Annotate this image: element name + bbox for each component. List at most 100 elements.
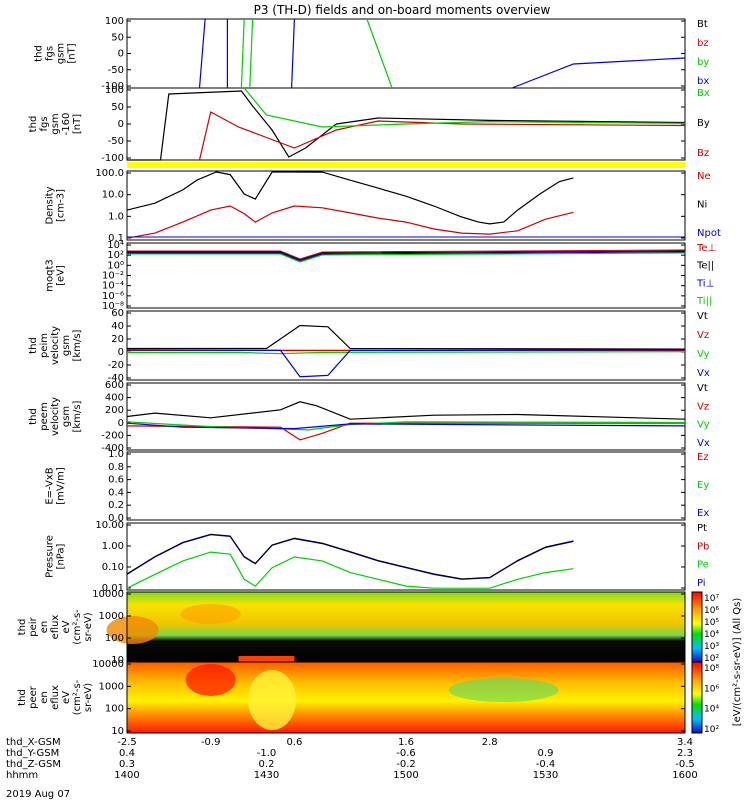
y-tick-label: 10⁻² xyxy=(102,271,124,282)
y-tick-label: 100.0 xyxy=(95,168,124,179)
y-axis-label-line: peem xyxy=(39,402,50,430)
series-density-Ne xyxy=(126,205,574,239)
y-axis-label-line: [km/s] xyxy=(72,400,83,432)
x-row-value: 1.6 xyxy=(398,737,414,748)
peer-blob xyxy=(185,664,236,696)
x-row-value: -0.5 xyxy=(675,759,695,770)
y-tick-label: 100 xyxy=(105,16,124,27)
series-peem-Vx xyxy=(126,422,686,430)
legend-fgs1-Bt: Bt xyxy=(697,19,708,30)
colorbar-tick-label: 10² xyxy=(704,654,719,664)
y-axis-label-line: Density xyxy=(45,186,56,224)
panel-frame-efield xyxy=(126,451,686,521)
y-axis-label-line: sr-eV) xyxy=(83,612,94,641)
panel-frame-pressure xyxy=(126,522,686,591)
x-row-value: 2.3 xyxy=(677,748,693,759)
y-tick-label: 100 xyxy=(105,85,124,96)
y-axis-label-line: thd xyxy=(17,619,28,636)
y-tick-label: 1.0 xyxy=(108,211,124,222)
y-axis-label-line: -160 xyxy=(61,113,72,136)
y-tick-label: 10.00 xyxy=(95,520,124,531)
legend-velocity_peem-Vy: Vy xyxy=(697,420,710,431)
y-axis-label-line: velocity xyxy=(50,397,61,436)
colorbars: 10⁷10⁶10⁵10⁴10³10²10⁸10⁶10⁴10²[eV/(cm²-s… xyxy=(691,591,743,735)
panel-frame-velocity_peim xyxy=(126,310,686,381)
y-axis-label-line: en xyxy=(39,691,50,704)
legend-pressure-Pb: Pb xyxy=(697,541,709,552)
legend-velocity_peim-Vt: Vt xyxy=(697,311,708,322)
legend-density-Npot: Npot xyxy=(697,228,721,239)
colorbar-1 xyxy=(691,661,703,734)
x-row-value: 0.4 xyxy=(119,748,135,759)
y-axis-label-line: eflux xyxy=(50,615,61,640)
legend-pressure-Pe: Pe xyxy=(697,560,709,571)
legend-pressure-Pt: Pt xyxy=(697,523,707,534)
legend-fgs2-Bz: Bz xyxy=(697,148,709,159)
series-density-Ni xyxy=(126,171,574,225)
legend-fgs2-By: By xyxy=(697,118,710,129)
x-row-label: thd_Y-GSM xyxy=(6,748,59,759)
colorbar-tick-label: 10⁶ xyxy=(704,684,719,694)
y-tick-label: 20 xyxy=(111,334,124,345)
peir-band xyxy=(238,656,295,662)
y-axis-label-line: thd xyxy=(28,337,39,354)
series-pressure-Pt xyxy=(126,533,574,580)
y-tick-label: 0.1 xyxy=(108,233,124,244)
series-peem-Vt xyxy=(126,401,686,420)
peer-blob xyxy=(248,670,297,730)
y-axis-label-line: gsm xyxy=(56,43,67,64)
y-axis-label-line: thd xyxy=(34,45,45,62)
y-tick-label: 10⁰ xyxy=(107,260,124,271)
y-tick-label: 10⁻⁶ xyxy=(102,291,124,302)
y-tick-label: -50 xyxy=(108,65,124,76)
y-tick-label: 10.0 xyxy=(102,190,124,201)
colorbar-tick-label: 10⁶ xyxy=(704,606,719,616)
y-axis-label-line: [mV/m] xyxy=(56,467,67,505)
y-tick-label: 10⁴ xyxy=(107,240,124,251)
y-tick-label: 1000 xyxy=(99,681,124,692)
y-tick-label: -400 xyxy=(101,443,124,454)
y-axis-label-line: E=-VxB xyxy=(45,467,56,504)
y-tick-label: 60 xyxy=(111,308,124,319)
y-tick-label: 0.8 xyxy=(108,462,124,473)
y-axis-label-line: (cm²-s- xyxy=(72,609,83,645)
x-row-value: 2.8 xyxy=(482,737,498,748)
date-label: 2019 Aug 07 xyxy=(6,789,70,800)
series-temp-black xyxy=(127,250,686,261)
x-row-value: -0.6 xyxy=(396,748,416,759)
y-axis-label-line: peim xyxy=(39,333,50,358)
x-row-value: 3.4 xyxy=(677,737,693,748)
y-tick-label: -40 xyxy=(108,373,124,384)
panel-frame-fgs1 xyxy=(126,18,686,89)
y-axis-label-line: peir xyxy=(28,616,39,636)
series-fgs1-bx xyxy=(198,18,206,89)
legend-efield-Ey: Ey xyxy=(697,480,709,491)
legend-temp-Te⊥: Te⊥ xyxy=(696,243,716,254)
y-tick-label: 10⁻⁸ xyxy=(102,301,124,312)
y-axis-label-line: gsm xyxy=(61,335,72,356)
panels: 100500-50-100100500-50-100100.010.01.00.… xyxy=(92,16,686,737)
y-tick-label: 400 xyxy=(105,393,124,404)
x-row-value: -1.0 xyxy=(257,748,277,759)
series-temp-green xyxy=(127,252,686,263)
mode-bar xyxy=(127,162,685,168)
x-row-label: thd_Z-GSM xyxy=(6,759,61,770)
y-tick-label: 10 xyxy=(111,655,124,666)
y-tick-label: 0.0 xyxy=(108,513,124,524)
y-axis-label-line: [cm-3] xyxy=(56,189,67,222)
y-axis-label-line: sr-eV) xyxy=(83,683,94,712)
legend-density-Ne: Ne xyxy=(697,171,711,182)
legend-temp-Ti||: Ti|| xyxy=(696,296,712,307)
colorbar-label: [eV/(cm²-s-sr-eV)] (All Qs) xyxy=(732,598,743,727)
peir-blob xyxy=(106,616,159,644)
y-axis-label-line: fgs xyxy=(39,116,50,131)
series-fgs2-Bx xyxy=(243,87,686,128)
x-axis-rows: thd_X-GSM -2.5 -0.9 0.6 1.6 2.8 3.4 thd_Y-GSM 0.… xyxy=(6,737,698,781)
legend-pressure-Pi: Pi xyxy=(697,578,706,589)
y-axis-label-line: Pressure xyxy=(45,535,56,578)
series-peem-Vz xyxy=(126,422,685,441)
legend-velocity_peem-Vt: Vt xyxy=(697,383,708,394)
legend-velocity_peim-Vx: Vx xyxy=(697,368,710,379)
